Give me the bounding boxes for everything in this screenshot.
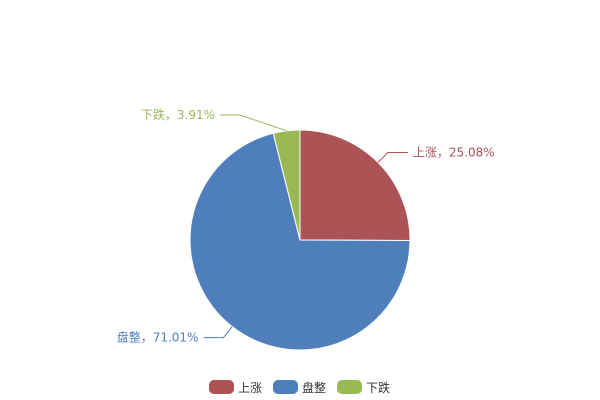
legend-label: 盘整 xyxy=(302,380,326,395)
legend-item-1[interactable]: 上涨 xyxy=(209,380,262,395)
legend-label: 上涨 xyxy=(238,380,262,395)
legend-item-3[interactable]: 下跌 xyxy=(337,380,390,395)
legend-label: 下跌 xyxy=(366,380,390,395)
legend-swatch xyxy=(337,380,362,394)
data-label-3: 下跌，3.91% xyxy=(141,107,215,122)
data-label-1: 上涨，25.08% xyxy=(413,145,495,160)
pie-slice-2[interactable] xyxy=(189,132,411,351)
legend-item-2[interactable]: 盘整 xyxy=(273,380,326,395)
leader-line-3 xyxy=(220,114,287,132)
pie-slice-1[interactable] xyxy=(299,129,411,242)
data-label-2: 盘整，71.01% xyxy=(117,330,199,345)
legend-swatch xyxy=(273,380,298,394)
leader-line-1 xyxy=(377,152,408,163)
legend-swatch xyxy=(209,380,234,394)
leader-line-2 xyxy=(203,326,233,339)
